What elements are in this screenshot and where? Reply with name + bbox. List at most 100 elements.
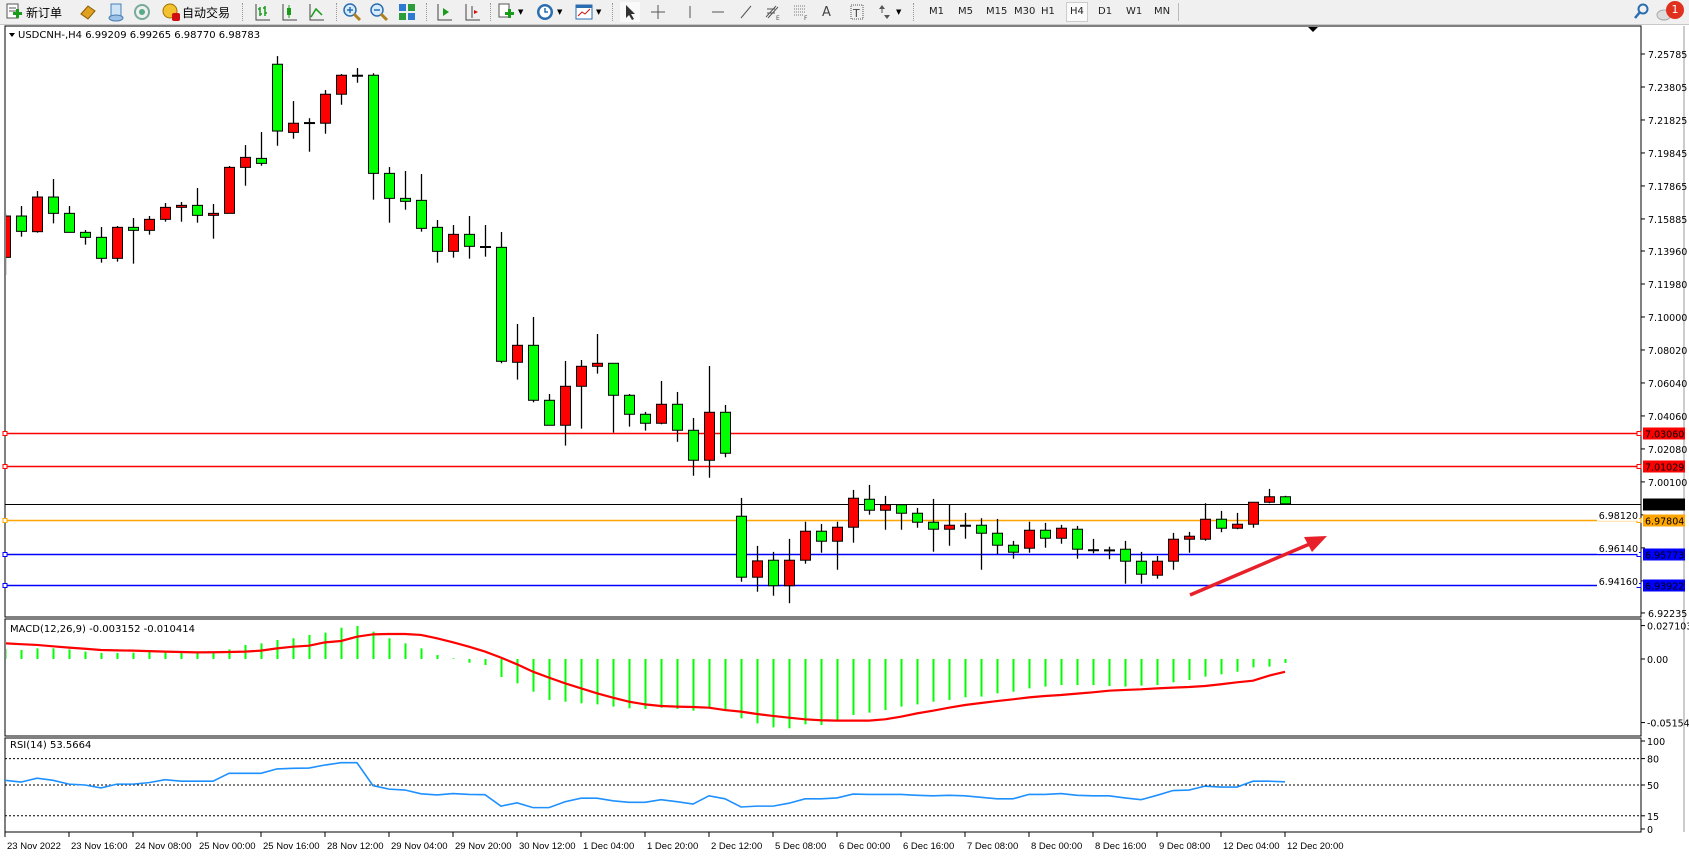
level-handle-right[interactable] (1636, 464, 1642, 469)
arrows-icon (876, 2, 894, 22)
periods-button[interactable]: ▼ (535, 2, 562, 22)
candlestick-button[interactable] (279, 2, 299, 22)
price-level-tag (1643, 427, 1685, 440)
level-handle-left[interactable] (2, 583, 8, 588)
label-button[interactable]: T (849, 2, 865, 22)
timeframe-d1-button[interactable]: D1 (1098, 6, 1113, 17)
macd-panel[interactable] (4, 618, 1642, 737)
chart-shift-button[interactable] (462, 2, 482, 22)
new-order-button[interactable]: 新订单 (4, 2, 62, 22)
candle (784, 538, 795, 604)
candle-body (944, 524, 955, 530)
horizontal-line-icon (710, 2, 726, 22)
candle (176, 202, 187, 222)
price-level-tag-label: 7.03060 (1645, 430, 1684, 441)
level-handle-left[interactable] (2, 464, 8, 469)
macd-signal-line (6, 632, 1286, 722)
text-button[interactable]: A (822, 2, 831, 22)
candle-body (48, 196, 59, 214)
fibonacci-button[interactable]: E (764, 2, 782, 22)
candle (640, 411, 651, 431)
candle (80, 230, 91, 245)
timeframe-m5-button[interactable]: M5 (958, 6, 973, 17)
candle (1008, 540, 1019, 559)
chevron-down-icon: ▼ (596, 8, 602, 16)
timeframe-h4-button[interactable]: H4 (1066, 2, 1088, 22)
toolbar-separator (913, 3, 915, 21)
timeframe-mn-button[interactable]: MN (1154, 6, 1171, 17)
candle (864, 484, 875, 515)
bar-chart-button[interactable] (252, 2, 272, 22)
candle-body (976, 524, 987, 534)
candle (1120, 540, 1131, 584)
zoom-out-button[interactable] (369, 2, 389, 22)
candle-body (912, 512, 923, 523)
candle (576, 359, 587, 429)
arrows-button[interactable]: ▼ (876, 2, 901, 22)
main-panel[interactable] (4, 25, 1642, 618)
candle (1056, 524, 1067, 544)
auto-scroll-button[interactable] (434, 2, 454, 22)
candle (976, 518, 987, 570)
price-level-tag-label: 6.95773 (1645, 551, 1684, 562)
candle-body (1232, 523, 1243, 529)
price-tick-label: 6.98120 (1599, 511, 1638, 522)
templates-button[interactable]: ▼ (574, 2, 601, 22)
candle (208, 204, 219, 239)
search-button[interactable] (1632, 2, 1650, 22)
level-handle-left[interactable] (2, 518, 8, 523)
navigator-button[interactable] (106, 2, 126, 22)
chart-shift-marker-icon[interactable] (1308, 27, 1318, 32)
candle-body (896, 504, 907, 514)
horizontal-line-button[interactable] (710, 2, 726, 22)
price-tick-label: 7.19845 (1648, 149, 1687, 160)
level-handle-right[interactable] (1636, 431, 1642, 436)
notification-badge: 1 (1666, 1, 1684, 19)
signals-button[interactable] (132, 2, 152, 22)
candle-body (992, 532, 1003, 546)
toolbar-separator (242, 3, 244, 21)
market-watch-button[interactable] (78, 2, 98, 22)
timeframe-m30-button[interactable]: M30 (1014, 6, 1036, 17)
macd-tick-label: 0.027103 (1647, 622, 1689, 633)
tile-windows-button[interactable] (397, 2, 417, 22)
line-chart-button[interactable] (306, 2, 326, 22)
cursor-button[interactable] (620, 2, 640, 22)
indicators-icon (496, 2, 516, 22)
timeframe-h1-button[interactable]: H1 (1041, 6, 1055, 17)
level-handle-left[interactable] (2, 552, 8, 557)
candle-body (1024, 529, 1035, 549)
candle-body (608, 362, 619, 396)
trendline-button[interactable] (738, 2, 754, 22)
timeframe-w1-button[interactable]: W1 (1126, 6, 1143, 17)
candle-body (368, 74, 379, 174)
candle (1152, 555, 1163, 579)
candle (720, 404, 731, 458)
crosshair-button[interactable] (648, 2, 668, 22)
candle-body (1248, 501, 1259, 525)
chart-window[interactable]: 7.25785 7.23805 7.21825 7.19845 7.17865 7.158… (0, 25, 1689, 860)
candle-body (240, 156, 251, 168)
candle (1168, 532, 1179, 570)
level-handle-left[interactable] (2, 431, 8, 436)
candle (1216, 510, 1227, 533)
timeframe-m1-button[interactable]: M1 (929, 6, 944, 17)
price-chart[interactable]: 7.25785 7.23805 7.21825 7.19845 7.17865 7.158… (0, 25, 1689, 860)
candle (768, 551, 779, 596)
fibo-fan-button[interactable]: F (792, 2, 810, 22)
candle (448, 225, 459, 258)
timeframe-m15-button[interactable]: M15 (986, 6, 1008, 17)
candle (1184, 531, 1195, 553)
chart-menu-triangle-icon[interactable] (9, 33, 15, 37)
candle (432, 220, 443, 263)
zoom-in-button[interactable] (342, 2, 362, 22)
vertical-line-button[interactable] (682, 2, 698, 22)
time-tick-label: 5 Dec 08:00 (775, 841, 826, 852)
candle (1280, 495, 1291, 505)
candle (336, 74, 347, 105)
candle-body (1040, 529, 1051, 539)
time-tick-label: 25 Nov 00:00 (199, 841, 256, 852)
auto-trading-button[interactable]: 自动交易 (160, 2, 230, 22)
indicators-button[interactable]: ▼ (496, 2, 523, 22)
candle (384, 167, 395, 223)
